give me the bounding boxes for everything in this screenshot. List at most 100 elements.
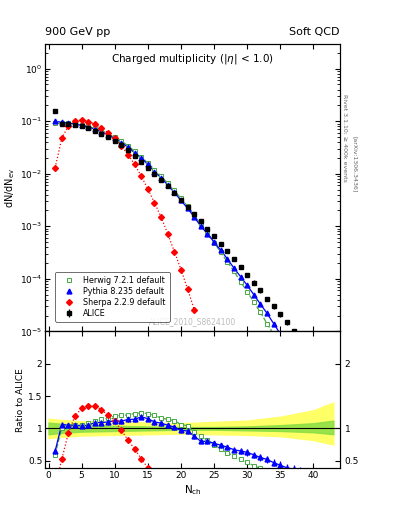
Pythia 8.235 default [285,341,289,347]
Pythia 8.235 default [112,135,117,141]
Pythia 8.235 default [212,239,217,245]
Herwig 7.2.1 default [106,131,110,137]
Sherpa 2.2.9 default [145,186,150,192]
Herwig 7.2.1 default [86,123,91,130]
Pythia 8.235 default [92,126,97,132]
Pythia 8.235 default [198,223,203,229]
Sherpa 2.2.9 default [79,117,84,123]
Sherpa 2.2.9 default [92,121,97,127]
Text: Charged multiplicity ($|\eta|$ < 1.0): Charged multiplicity ($|\eta|$ < 1.0) [111,52,274,66]
Herwig 7.2.1 default [238,279,243,285]
Pythia 8.235 default [318,393,322,399]
Pythia 8.235 default [238,273,243,280]
Herwig 7.2.1 default [53,120,57,126]
Pythia 8.235 default [298,361,303,367]
Herwig 7.2.1 default [324,428,329,434]
Text: [arXiv:1306.3436]: [arXiv:1306.3436] [352,136,357,192]
Pythia 8.235 default [245,282,250,288]
Sherpa 2.2.9 default [53,165,57,171]
Pythia 8.235 default [179,198,184,204]
Herwig 7.2.1 default [73,121,77,127]
Pythia 8.235 default [159,175,163,181]
Herwig 7.2.1 default [252,299,256,305]
Pythia 8.235 default [311,382,316,388]
Sherpa 2.2.9 default [126,152,130,158]
Herwig 7.2.1 default [172,187,177,194]
Herwig 7.2.1 default [185,203,190,209]
Sherpa 2.2.9 default [179,267,184,273]
Sherpa 2.2.9 default [132,161,137,167]
Pythia 8.235 default [165,182,170,188]
Pythia 8.235 default [99,129,104,135]
Pythia 8.235 default [305,372,309,378]
Pythia 8.235 default [145,161,150,167]
Herwig 7.2.1 default [152,166,157,173]
Pythia 8.235 default [106,132,110,138]
Pythia 8.235 default [331,414,336,420]
Y-axis label: Ratio to ALICE: Ratio to ALICE [16,368,25,432]
Legend: Herwig 7.2.1 default, Pythia 8.235 default, Sherpa 2.2.9 default, ALICE: Herwig 7.2.1 default, Pythia 8.235 defau… [55,271,170,322]
Herwig 7.2.1 default [165,180,170,186]
Pythia 8.235 default [258,301,263,307]
Sherpa 2.2.9 default [159,214,163,220]
Sherpa 2.2.9 default [73,118,77,124]
Sherpa 2.2.9 default [106,130,110,136]
Line: Sherpa 2.2.9 default: Sherpa 2.2.9 default [53,118,196,312]
Sherpa 2.2.9 default [192,307,196,313]
Sherpa 2.2.9 default [139,173,143,179]
Pythia 8.235 default [119,140,124,146]
Pythia 8.235 default [139,155,143,161]
Herwig 7.2.1 default [278,343,283,349]
Herwig 7.2.1 default [291,366,296,372]
Pythia 8.235 default [185,205,190,211]
X-axis label: N$_{\rm ch}$: N$_{\rm ch}$ [184,483,202,497]
Pythia 8.235 default [53,118,57,124]
Herwig 7.2.1 default [112,134,117,140]
Herwig 7.2.1 default [59,120,64,126]
Pythia 8.235 default [172,189,177,196]
Herwig 7.2.1 default [66,120,71,126]
Pythia 8.235 default [291,351,296,357]
Pythia 8.235 default [73,121,77,127]
Herwig 7.2.1 default [205,230,210,236]
Sherpa 2.2.9 default [66,122,71,129]
Sherpa 2.2.9 default [112,135,117,141]
Sherpa 2.2.9 default [165,231,170,237]
Pythia 8.235 default [265,310,270,316]
Herwig 7.2.1 default [265,321,270,327]
Pythia 8.235 default [231,265,236,271]
Y-axis label: dN/dN$_{\rm ev}$: dN/dN$_{\rm ev}$ [4,167,17,208]
Sherpa 2.2.9 default [119,143,124,149]
Herwig 7.2.1 default [145,160,150,166]
Herwig 7.2.1 default [99,127,104,134]
Herwig 7.2.1 default [212,240,217,246]
Line: Pythia 8.235 default: Pythia 8.235 default [53,119,336,419]
Pythia 8.235 default [324,403,329,409]
Sherpa 2.2.9 default [152,200,157,206]
Pythia 8.235 default [271,321,276,327]
Pythia 8.235 default [192,214,196,220]
Pythia 8.235 default [252,292,256,298]
Herwig 7.2.1 default [119,138,124,144]
Text: ALICE_2010_S8624100: ALICE_2010_S8624100 [149,316,236,326]
Herwig 7.2.1 default [179,195,184,201]
Herwig 7.2.1 default [132,148,137,154]
Herwig 7.2.1 default [258,309,263,315]
Text: 900 GeV pp: 900 GeV pp [45,27,110,37]
Text: Rivet 3.1.10; ≥ 400k events: Rivet 3.1.10; ≥ 400k events [343,94,348,182]
Herwig 7.2.1 default [198,221,203,227]
Herwig 7.2.1 default [311,402,316,409]
Herwig 7.2.1 default [245,289,250,295]
Herwig 7.2.1 default [219,249,223,255]
Pythia 8.235 default [219,247,223,253]
Herwig 7.2.1 default [298,379,303,385]
Pythia 8.235 default [225,256,230,262]
Pythia 8.235 default [126,144,130,150]
Herwig 7.2.1 default [225,259,230,265]
Herwig 7.2.1 default [331,441,336,447]
Herwig 7.2.1 default [92,125,97,132]
Sherpa 2.2.9 default [185,286,190,292]
Sherpa 2.2.9 default [172,248,177,254]
Pythia 8.235 default [132,150,137,156]
Herwig 7.2.1 default [192,212,196,219]
